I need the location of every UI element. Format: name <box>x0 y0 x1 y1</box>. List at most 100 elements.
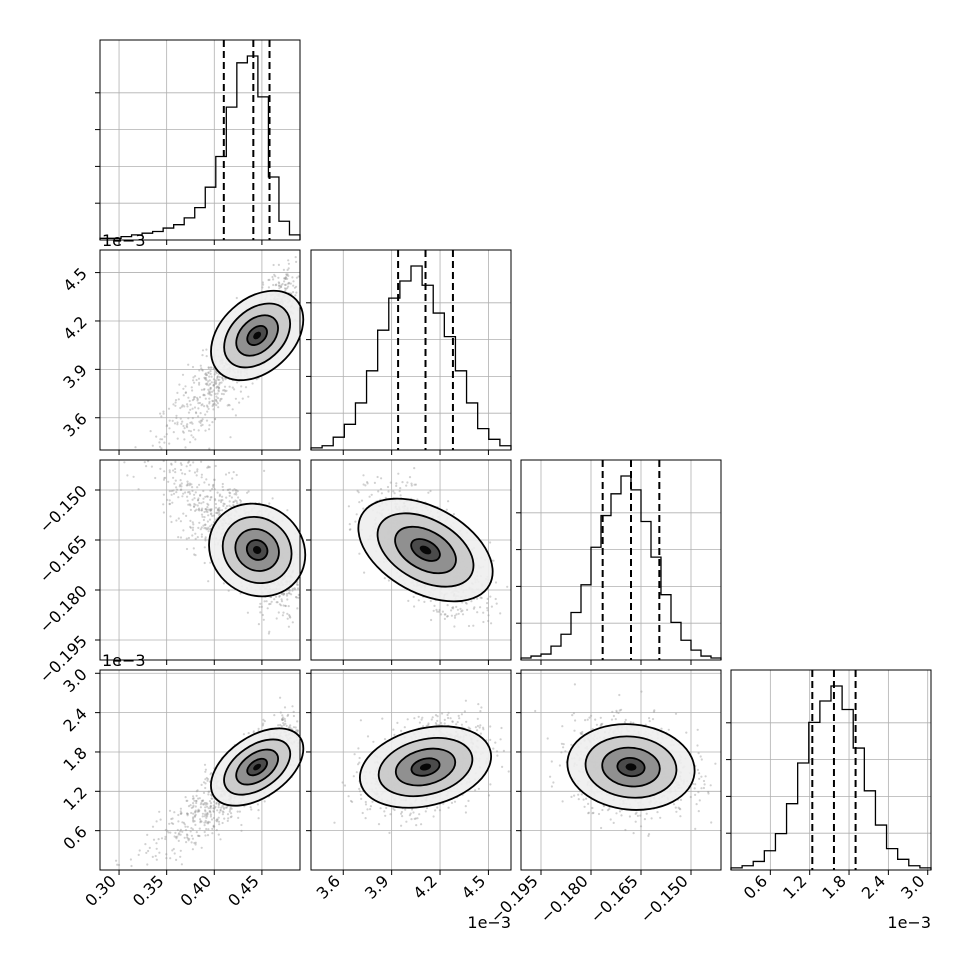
sample-point <box>197 402 200 405</box>
sample-point <box>202 394 205 397</box>
sample-point <box>273 273 276 276</box>
sample-point <box>275 601 278 604</box>
sample-point <box>275 283 278 286</box>
sample-point <box>262 283 265 286</box>
sample-point <box>392 490 395 493</box>
sample-point <box>187 396 190 399</box>
sample-point <box>288 282 291 285</box>
sample-point <box>191 526 195 529</box>
sample-point <box>211 404 214 408</box>
sample-point <box>212 400 215 403</box>
sample-point <box>240 385 243 388</box>
sample-point <box>274 284 277 287</box>
sample-point <box>232 501 235 504</box>
sample-point <box>217 406 220 409</box>
sample-point <box>283 277 286 280</box>
sample-point <box>177 813 180 817</box>
sample-point <box>235 489 238 492</box>
sample-point <box>197 526 200 530</box>
sample-point <box>184 446 187 449</box>
sample-point <box>185 833 189 836</box>
sample-point <box>177 832 181 835</box>
sample-point <box>231 477 234 480</box>
sample-point <box>257 817 260 820</box>
sample-point <box>180 482 183 485</box>
sample-point <box>203 516 206 519</box>
sample-point <box>208 375 211 378</box>
sample-point <box>370 493 373 496</box>
sample-point <box>186 480 189 483</box>
sample-point <box>152 838 156 841</box>
sample-point <box>173 422 177 425</box>
sample-point <box>228 488 232 491</box>
sample-point <box>219 808 222 812</box>
sample-point <box>183 836 186 839</box>
sample-point <box>202 803 205 806</box>
sample-point <box>179 855 182 858</box>
sample-point <box>279 696 282 699</box>
sample-point <box>191 486 194 489</box>
sample-point <box>455 605 458 609</box>
sample-point <box>277 263 280 266</box>
sample-point <box>212 403 215 406</box>
sample-point <box>181 472 184 475</box>
sample-point <box>173 835 176 838</box>
sample-point <box>201 423 204 426</box>
sample-point <box>174 460 177 463</box>
sample-point <box>204 382 207 385</box>
sample-point <box>212 483 215 486</box>
sample-point <box>270 600 273 603</box>
sample-point <box>208 397 211 400</box>
sample-point <box>172 492 176 495</box>
sample-point <box>181 830 184 833</box>
sample-point <box>398 490 401 493</box>
sample-point <box>222 582 225 585</box>
sample-point <box>200 476 203 479</box>
sample-point <box>176 828 179 832</box>
sample-point <box>261 286 264 289</box>
sample-point <box>281 282 284 286</box>
sample-point <box>168 503 171 506</box>
sample-point <box>296 583 299 587</box>
sample-point <box>284 276 287 279</box>
sample-point <box>277 611 280 614</box>
sample-point <box>217 386 220 389</box>
sample-point <box>199 528 202 531</box>
sample-point <box>155 847 158 850</box>
sample-point <box>203 481 206 484</box>
sample-point <box>356 489 359 492</box>
sample-point <box>209 815 212 818</box>
sample-point <box>246 611 249 614</box>
sample-point <box>145 465 148 468</box>
sample-point <box>194 491 197 494</box>
sample-point <box>213 402 216 405</box>
sample-point <box>363 571 366 574</box>
sample-point <box>203 763 207 766</box>
sample-point <box>289 282 292 285</box>
sample-point <box>174 399 178 402</box>
sample-point <box>196 468 199 471</box>
sample-point <box>286 287 289 290</box>
sample-point <box>210 818 214 821</box>
sample-point <box>380 477 383 480</box>
sample-point <box>187 363 190 366</box>
sample-point <box>200 367 203 370</box>
sample-point <box>268 603 271 606</box>
sample-point <box>151 855 154 859</box>
sample-point <box>218 509 221 512</box>
sample-point <box>269 602 272 606</box>
sample-point <box>278 595 281 598</box>
sample-point <box>190 434 193 437</box>
sample-point <box>177 517 180 520</box>
sample-point <box>236 381 239 384</box>
sample-point <box>209 561 212 564</box>
sample-point <box>188 503 191 506</box>
sample-point <box>401 481 404 484</box>
sample-point <box>165 424 169 427</box>
sample-point <box>296 720 299 723</box>
sample-point <box>209 372 212 375</box>
sample-point <box>183 473 187 476</box>
sample-point <box>224 473 228 476</box>
sample-point <box>207 407 210 410</box>
